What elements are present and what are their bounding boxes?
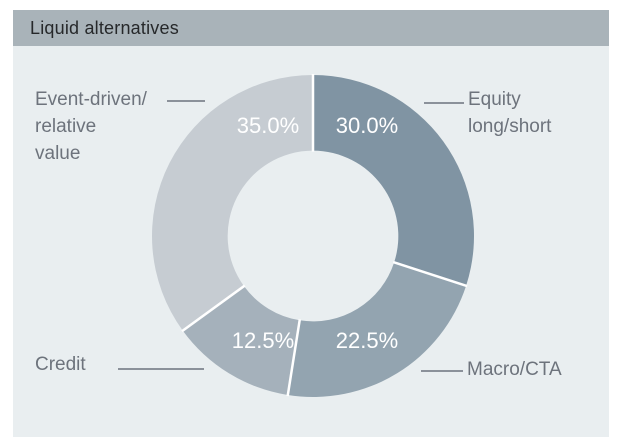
callout-event-driven-line3: value <box>35 143 81 164</box>
leader-line-macro-cta <box>421 370 463 372</box>
card-title: Liquid alternatives <box>30 17 179 38</box>
card-header: Liquid alternatives <box>13 10 609 46</box>
donut-segment-3 <box>152 75 313 331</box>
callout-equity-long-short: Equity long/short <box>468 86 551 140</box>
segment-divider <box>181 284 246 333</box>
value-label-credit: 12.5% <box>231 328 295 353</box>
value-label-macro-cta: 22.5% <box>335 328 399 353</box>
value-label-event-driven: 35.0% <box>236 113 300 138</box>
callout-event-driven-line2: relative <box>35 116 97 137</box>
callout-event-driven: Event-driven/ relative value <box>35 86 147 167</box>
donut-segment-0 <box>313 75 474 286</box>
leader-line-event-driven <box>167 100 205 102</box>
segment-divider <box>392 260 468 288</box>
leader-line-credit <box>118 368 204 370</box>
donut-chart <box>152 74 474 398</box>
callout-credit: Credit <box>35 351 86 378</box>
callout-event-driven-line1: Event-driven/ <box>35 89 147 110</box>
callout-macro-line1: Macro/CTA <box>467 359 562 380</box>
leader-line-equity-long-short <box>424 102 464 104</box>
callout-credit-line1: Credit <box>35 354 86 375</box>
value-label-equity-long-short: 30.0% <box>335 113 399 138</box>
segment-divider <box>286 319 302 397</box>
callout-equity-line1: Equity <box>468 89 521 110</box>
callout-macro-cta: Macro/CTA <box>467 356 562 383</box>
donut-segment-2 <box>182 286 300 396</box>
callout-equity-line2: long/short <box>468 116 552 137</box>
donut-segment-1 <box>287 262 467 398</box>
